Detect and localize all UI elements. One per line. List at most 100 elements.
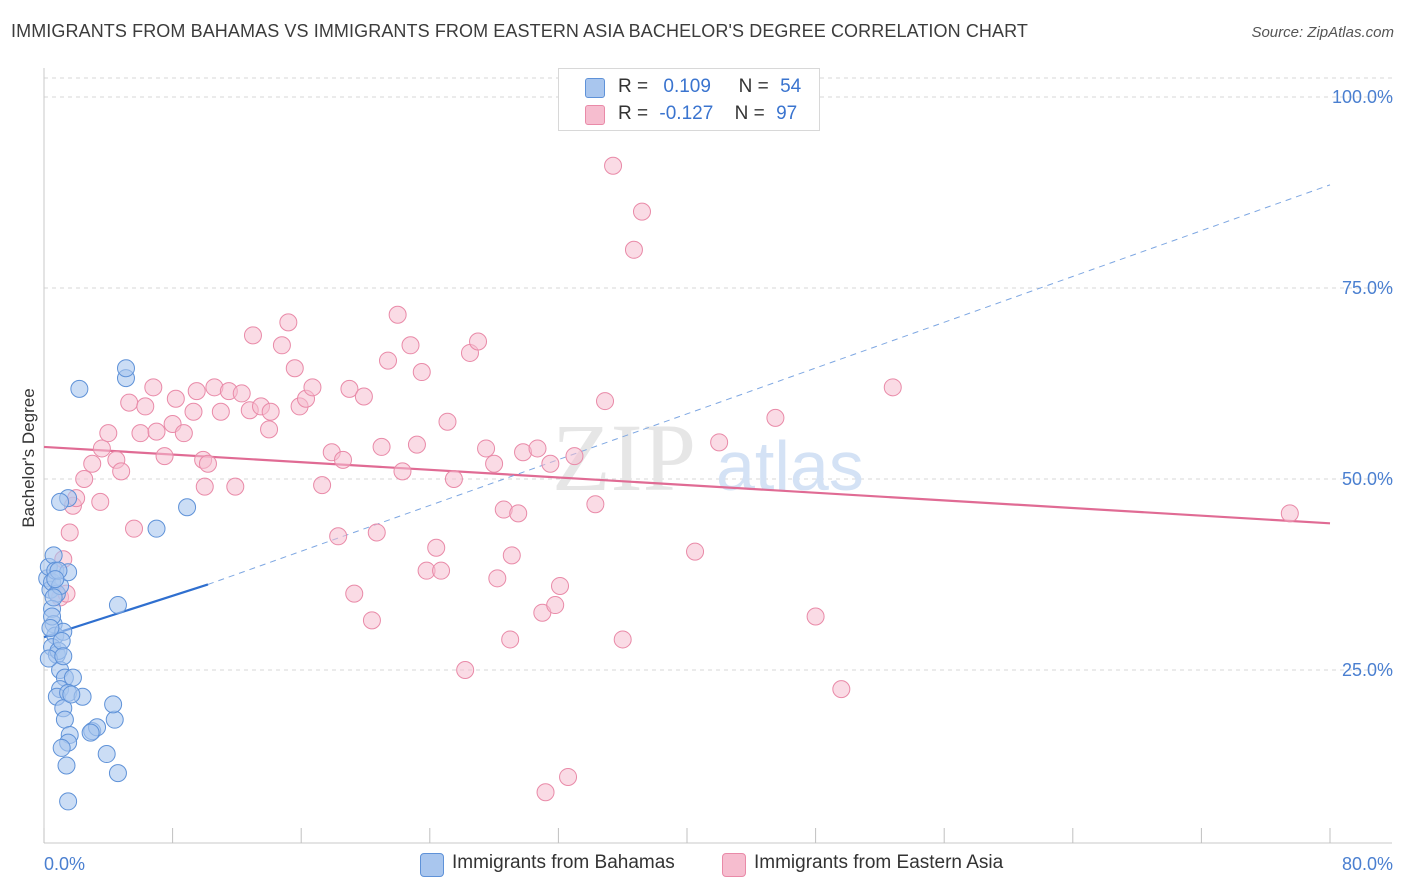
legend-swatch-eastern-asia xyxy=(722,853,746,877)
point-eastern-asia xyxy=(485,454,504,473)
point-bahamas xyxy=(104,695,123,714)
point-eastern-asia xyxy=(604,156,623,175)
legend-r-label: R = xyxy=(618,103,649,124)
point-eastern-asia xyxy=(883,378,902,397)
point-eastern-asia xyxy=(832,680,851,699)
point-eastern-asia xyxy=(528,439,547,458)
point-eastern-asia xyxy=(166,389,185,408)
point-eastern-asia xyxy=(313,476,332,495)
point-eastern-asia xyxy=(303,378,322,397)
point-eastern-asia xyxy=(456,661,475,679)
source-label: Source: ZipAtlas.com xyxy=(1251,24,1394,41)
point-eastern-asia xyxy=(536,783,555,802)
point-eastern-asia xyxy=(92,439,111,458)
point-bahamas xyxy=(57,756,76,775)
point-bahamas xyxy=(55,710,74,729)
point-eastern-asia xyxy=(340,379,359,398)
axis-labels: 25.0% 50.0% 75.0% 100.0% 0.0% 80.0% Bachelor's… xyxy=(19,87,1393,874)
point-eastern-asia xyxy=(345,584,364,603)
legend-n-label: N = xyxy=(738,76,769,97)
point-eastern-asia xyxy=(120,393,139,412)
legend-swatch-eastern-asia xyxy=(585,105,605,125)
series-legend: Immigrants from Bahamas Immigrants from … xyxy=(0,851,1406,877)
trend-line-bahamas-extrapolated xyxy=(207,184,1331,585)
point-eastern-asia xyxy=(329,527,348,546)
point-bahamas xyxy=(147,519,166,538)
legend-label-bahamas: Immigrants from Bahamas xyxy=(452,852,675,873)
point-bahamas xyxy=(46,570,65,589)
point-eastern-asia xyxy=(125,519,144,538)
point-eastern-asia xyxy=(412,363,431,382)
point-bahamas xyxy=(105,710,124,729)
point-bahamas xyxy=(44,546,63,565)
point-eastern-asia xyxy=(243,326,262,345)
point-eastern-asia xyxy=(260,420,279,439)
point-eastern-asia xyxy=(379,351,398,370)
y-axis-title: Bachelor's Degree xyxy=(19,388,38,527)
point-eastern-asia xyxy=(551,576,570,595)
point-eastern-asia xyxy=(444,470,463,488)
point-eastern-asia xyxy=(279,313,298,332)
point-bahamas xyxy=(62,685,81,704)
y-tick-label: 75.0% xyxy=(1342,278,1393,298)
point-eastern-asia xyxy=(559,767,578,786)
point-eastern-asia xyxy=(131,424,150,443)
point-eastern-asia xyxy=(362,611,381,630)
point-bahamas xyxy=(44,588,63,607)
point-eastern-asia xyxy=(710,433,729,452)
point-eastern-asia xyxy=(144,378,163,397)
point-eastern-asia xyxy=(586,495,605,514)
legend-r-value: 0.109 xyxy=(663,76,711,97)
point-eastern-asia xyxy=(438,412,457,431)
point-eastern-asia xyxy=(686,542,705,561)
point-eastern-asia xyxy=(469,332,488,351)
point-eastern-asia xyxy=(354,387,373,406)
point-eastern-asia xyxy=(624,240,643,259)
legend-swatch-bahamas xyxy=(420,853,444,877)
point-eastern-asia xyxy=(766,408,785,427)
point-eastern-asia xyxy=(136,397,155,416)
point-eastern-asia xyxy=(477,439,496,458)
point-bahamas xyxy=(178,498,197,517)
point-bahamas xyxy=(108,596,127,615)
legend-n-value: 97 xyxy=(776,103,798,124)
point-bahamas xyxy=(59,792,78,811)
point-eastern-asia xyxy=(333,450,352,469)
point-bahamas xyxy=(116,359,135,378)
point-eastern-asia xyxy=(501,630,520,649)
point-eastern-asia xyxy=(261,402,280,421)
legend-n-label: N = xyxy=(734,103,765,124)
point-eastern-asia xyxy=(211,402,230,421)
point-eastern-asia xyxy=(83,454,102,473)
point-eastern-asia xyxy=(112,462,131,481)
legend-swatch-bahamas xyxy=(585,78,605,98)
point-eastern-asia xyxy=(184,402,203,421)
x-tick-label-min: 0.0% xyxy=(44,854,85,874)
point-eastern-asia xyxy=(174,424,193,443)
point-eastern-asia xyxy=(388,305,407,324)
stats-legend: R = 0.109 N = 54 R = -0.127 N = 97 xyxy=(558,68,820,131)
point-bahamas xyxy=(52,738,71,757)
point-eastern-asia xyxy=(806,607,825,626)
point-eastern-asia xyxy=(488,569,507,588)
point-eastern-asia xyxy=(155,447,174,466)
point-eastern-asia xyxy=(147,422,166,441)
watermark: ZIP atlas xyxy=(552,404,864,511)
point-eastern-asia xyxy=(401,336,420,355)
point-eastern-asia xyxy=(372,437,391,456)
point-eastern-asia xyxy=(613,630,632,649)
point-bahamas xyxy=(51,492,70,511)
point-eastern-asia xyxy=(91,492,110,511)
point-eastern-asia xyxy=(226,477,245,496)
gridlines xyxy=(44,77,1392,671)
point-eastern-asia xyxy=(367,523,386,542)
point-eastern-asia xyxy=(407,435,426,454)
point-bahamas xyxy=(41,618,60,637)
point-eastern-asia xyxy=(1280,504,1299,523)
point-eastern-asia xyxy=(75,470,94,488)
legend-r-label: R = xyxy=(618,76,649,97)
legend-n-value: 54 xyxy=(780,76,802,97)
point-eastern-asia xyxy=(596,392,615,411)
point-eastern-asia xyxy=(632,202,651,221)
